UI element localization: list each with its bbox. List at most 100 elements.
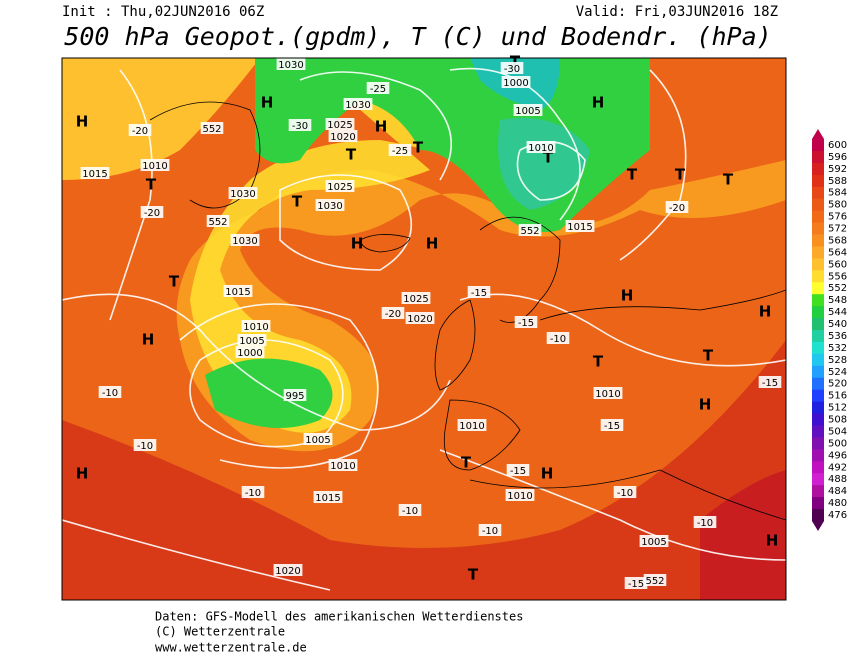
legend-label: 544: [828, 307, 847, 318]
contour-label: 1015: [82, 169, 107, 180]
low-pressure-label: T: [346, 146, 357, 164]
contour-label: -10: [402, 506, 418, 517]
label-box: [381, 307, 405, 319]
contour-label: 1010: [330, 461, 355, 472]
contour-label: 1010: [595, 389, 620, 400]
legend-label: 496: [828, 450, 847, 461]
contour-label: 552: [202, 124, 221, 135]
legend-swatch: [812, 401, 824, 415]
legend-label: 480: [828, 498, 847, 509]
legend-label: 532: [828, 343, 847, 354]
legend-swatch: [812, 485, 824, 498]
contour-label: 552: [645, 576, 664, 587]
contour-label: -25: [392, 146, 408, 157]
contour-label: 1015: [315, 493, 340, 504]
legend-swatch: [812, 294, 824, 307]
label-box: [366, 82, 390, 94]
legend-swatch: [812, 353, 824, 367]
label-box: [140, 206, 164, 218]
legend-label: 552: [828, 283, 847, 294]
legend-swatch: [812, 139, 824, 152]
legend-label: 500: [828, 438, 847, 449]
label-box: [283, 389, 307, 401]
label-box: [401, 292, 431, 304]
label-box: [228, 187, 258, 199]
contour-label: 1005: [305, 435, 330, 446]
label-box: [514, 316, 538, 328]
legend-swatch: [812, 186, 824, 200]
contour-label: -10: [697, 518, 713, 529]
contour-label: -30: [292, 121, 308, 132]
label-box: [303, 433, 333, 445]
high-pressure-label: H: [766, 532, 779, 550]
legend-label: 512: [828, 403, 847, 414]
legend-label: 572: [828, 224, 847, 235]
label-box: [513, 104, 543, 116]
contour-label: 1025: [403, 294, 428, 305]
contour-label: 1020: [407, 314, 432, 325]
legend-swatch: [812, 258, 824, 271]
high-pressure-label: H: [351, 235, 364, 253]
high-pressure-label: H: [375, 118, 388, 136]
label-box: [467, 286, 491, 298]
legend-swatch: [812, 425, 824, 438]
label-box: [643, 574, 667, 586]
label-box: [328, 130, 358, 142]
label-box: [398, 504, 422, 516]
contour-label: -20: [132, 126, 148, 137]
low-pressure-label: T: [723, 171, 734, 189]
label-box: [506, 464, 530, 476]
legend-swatch: [812, 509, 824, 522]
legend-label: 576: [828, 212, 847, 223]
label-box: [613, 486, 637, 498]
contour-label: 1010: [142, 161, 167, 172]
contour-label: 1030: [230, 189, 255, 200]
legend-label: 492: [828, 462, 847, 473]
legend-label: 588: [828, 176, 847, 187]
label-box: [276, 58, 306, 70]
legend-swatch: [812, 306, 824, 319]
high-pressure-label: H: [759, 303, 772, 321]
label-box: [526, 141, 556, 153]
legend-swatch: [812, 282, 824, 295]
map-title: 500 hPa Geopot.(gpdm), T (C) und Bodendr…: [64, 22, 771, 51]
legend-swatch: [812, 437, 824, 450]
low-pressure-label: T: [675, 166, 686, 184]
contour-label: -25: [370, 84, 386, 95]
high-pressure-label: H: [76, 113, 89, 131]
legend-label: 516: [828, 391, 847, 402]
legend-label: 556: [828, 271, 847, 282]
label-box: [518, 224, 542, 236]
legend-swatch: [812, 198, 824, 212]
legend-label: 548: [828, 295, 847, 306]
contour-label: 1000: [237, 348, 262, 359]
contour-label: 1030: [278, 60, 303, 71]
label-box: [223, 285, 253, 297]
legend-label: 508: [828, 415, 847, 426]
contour-label: 995: [285, 391, 304, 402]
label-box: [328, 459, 358, 471]
legend-swatch: [812, 234, 824, 247]
label-box: [200, 122, 224, 134]
contour-label: 1005: [515, 106, 540, 117]
legend-swatch: [812, 365, 824, 379]
label-box: [140, 159, 170, 171]
legend-label: 540: [828, 319, 847, 330]
legend-swatch: [812, 473, 824, 486]
contour-label: -15: [518, 318, 534, 329]
color-legend: 6005965925885845805765725685645605565525…: [812, 129, 847, 531]
legend-label: 528: [828, 355, 847, 366]
legend-swatch: [812, 330, 824, 343]
high-pressure-label: H: [142, 331, 155, 349]
legend-label: 568: [828, 235, 847, 246]
label-box: [758, 376, 782, 388]
low-pressure-label: T: [627, 166, 638, 184]
label-box: [388, 144, 412, 156]
legend-swatch: [812, 270, 824, 283]
contour-label: -10: [550, 334, 566, 345]
contour-label: 1015: [225, 287, 250, 298]
high-pressure-label: H: [426, 235, 439, 253]
